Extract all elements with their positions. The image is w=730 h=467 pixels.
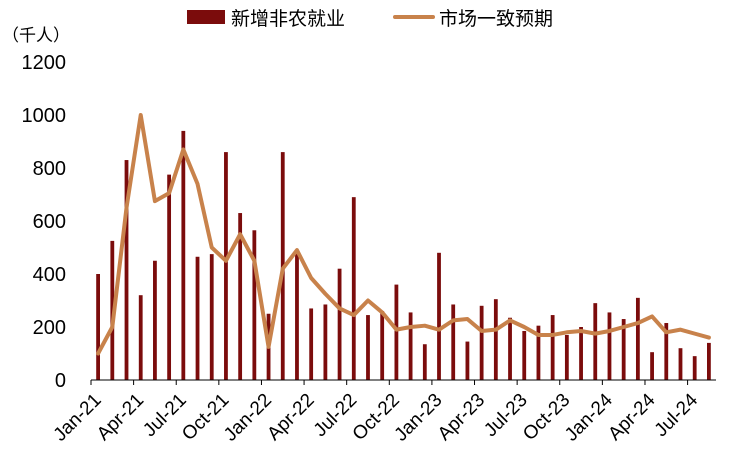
y-axis-unit-label: （千人）	[2, 26, 70, 45]
bar	[96, 274, 100, 380]
bar	[238, 213, 243, 380]
y-tick-label: 200	[33, 317, 66, 339]
bar	[635, 297, 640, 380]
bar	[536, 325, 541, 380]
bar	[252, 230, 257, 380]
bar	[522, 330, 527, 380]
bar	[564, 334, 569, 380]
bar	[621, 319, 626, 380]
y-axis-ticks: 0 200 400 600 800 1000 1200	[22, 52, 67, 392]
bar	[607, 312, 612, 380]
y-tick-label: 800	[33, 158, 66, 180]
bar	[209, 254, 214, 381]
bar	[366, 315, 370, 380]
x-tick-label: Jan-22	[220, 390, 276, 446]
bar	[451, 304, 456, 380]
bar	[707, 342, 711, 380]
legend: 新增非农就业 市场一致预期	[187, 8, 553, 30]
bar	[167, 174, 172, 381]
bar	[394, 284, 399, 380]
x-axis-ticks: Jan-21Apr-21Jul-21Oct-21Jan-22Apr-22Jul-…	[50, 380, 703, 446]
bar	[295, 252, 299, 380]
bar	[408, 312, 413, 380]
y-tick-label: 400	[33, 264, 66, 286]
bar	[380, 311, 385, 380]
y-tick-label: 1200	[22, 52, 67, 74]
x-tick-label: Jan-24	[561, 389, 617, 445]
x-tick-label: Jan-23	[391, 390, 447, 446]
bar	[181, 130, 186, 380]
y-tick-label: 1000	[22, 105, 67, 127]
bar	[124, 160, 129, 380]
legend-label-bar: 新增非农就业	[231, 8, 345, 30]
x-tick-label: Apr-22	[263, 390, 318, 445]
bar	[465, 341, 470, 380]
bar	[579, 327, 583, 380]
y-tick-label: 600	[33, 211, 66, 233]
x-tick-label: Jan-21	[50, 390, 106, 446]
y-tick-label: 0	[55, 370, 66, 392]
bar	[550, 315, 555, 380]
bar	[437, 252, 441, 380]
bar	[650, 352, 654, 380]
bar	[479, 305, 484, 380]
bar	[323, 304, 328, 380]
bar	[309, 308, 314, 380]
bar	[678, 348, 683, 380]
bar	[493, 299, 498, 380]
bar	[224, 152, 228, 380]
bar	[138, 295, 143, 380]
legend-label-line: 市场一致预期	[439, 8, 553, 30]
bar	[692, 356, 697, 380]
bar	[337, 268, 342, 380]
bar	[593, 303, 598, 380]
bar	[508, 317, 512, 380]
line-series-expectation	[96, 113, 711, 356]
x-tick-label: Jul-24	[651, 389, 703, 441]
legend-swatch-bar	[187, 10, 225, 24]
bar	[195, 256, 200, 380]
x-tick-label: Apr-24	[604, 389, 659, 444]
bar	[351, 197, 356, 380]
bar	[153, 260, 157, 380]
bar-series	[96, 130, 711, 381]
bar	[422, 344, 427, 380]
x-tick-label: Apr-21	[93, 390, 148, 445]
x-tick-label: Apr-23	[434, 390, 489, 445]
bar	[664, 323, 669, 380]
